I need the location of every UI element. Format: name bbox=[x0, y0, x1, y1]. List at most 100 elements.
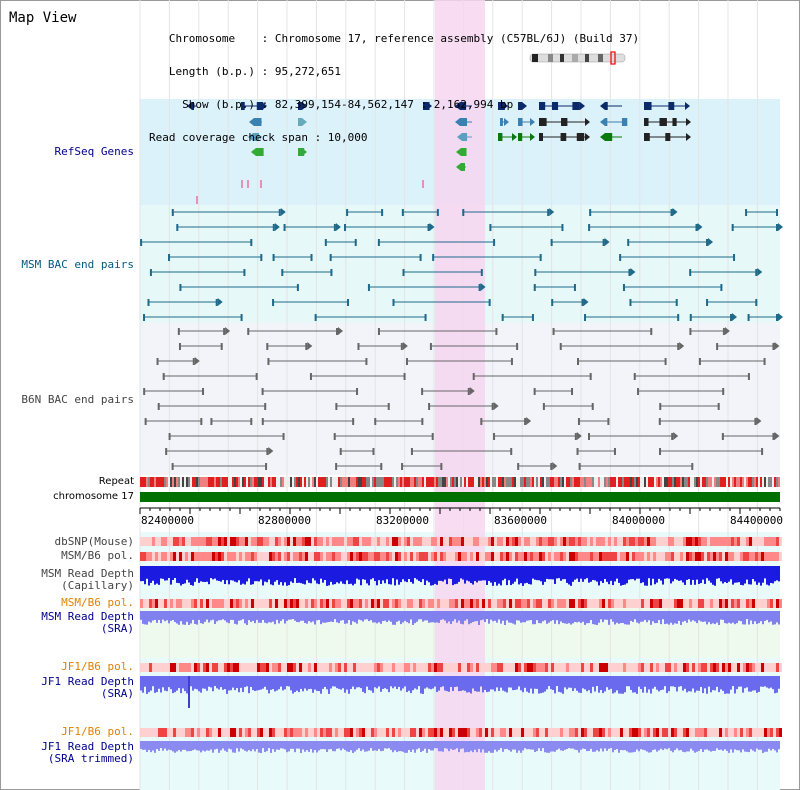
read-depth-bar bbox=[450, 611, 452, 624]
read-depth-bar bbox=[490, 741, 492, 753]
repeat-segment bbox=[310, 477, 312, 487]
repeat-segment bbox=[346, 477, 348, 487]
read-depth-bar bbox=[190, 611, 192, 624]
read-depth-bar bbox=[746, 741, 748, 752]
polymorphism-heat bbox=[152, 728, 155, 737]
track-label-msm-depth-sra[interactable]: MSM Read Depth (SRA) bbox=[41, 611, 134, 635]
b6n-bac-pair-end bbox=[589, 373, 592, 380]
msm-bac-pair-end bbox=[392, 299, 395, 306]
read-depth-bar bbox=[344, 611, 346, 624]
read-depth-bar bbox=[140, 741, 142, 749]
read-depth-bar bbox=[616, 676, 618, 691]
track-label-jf1-depth-trim[interactable]: JF1 Read Depth (SRA trimmed) bbox=[41, 741, 134, 765]
track-label-msm-bac[interactable]: MSM BAC end pairs bbox=[21, 258, 134, 271]
read-depth-bar bbox=[260, 676, 262, 690]
read-depth-bar bbox=[352, 676, 354, 687]
track-label-msm-depth-cap[interactable]: MSM Read Depth (Capillary) bbox=[41, 568, 134, 592]
read-depth-bar bbox=[358, 676, 360, 688]
read-depth-bar bbox=[508, 611, 510, 623]
read-depth-bar bbox=[690, 566, 692, 585]
polymorphism-heat bbox=[617, 599, 620, 608]
read-depth-bar bbox=[532, 741, 534, 750]
track-label-jf1-b6-pol-2[interactable]: JF1/B6 pol. bbox=[61, 725, 134, 738]
read-depth-bar bbox=[690, 611, 692, 622]
read-depth-bar bbox=[552, 741, 554, 752]
track-label-refseq[interactable]: RefSeq Genes bbox=[54, 145, 134, 158]
polymorphism-heat bbox=[620, 537, 623, 546]
polymorphism-heat bbox=[176, 663, 179, 672]
read-depth-bar bbox=[330, 611, 332, 622]
read-depth-bar bbox=[438, 566, 440, 581]
track-label-b6n-bac[interactable]: B6N BAC end pairs bbox=[21, 393, 134, 406]
read-depth-bar bbox=[292, 676, 294, 694]
polymorphism-heat bbox=[641, 537, 644, 546]
polymorphism-heat bbox=[476, 537, 479, 546]
read-depth-bar bbox=[444, 611, 446, 621]
read-depth-bar bbox=[192, 611, 194, 620]
polymorphism-heat bbox=[161, 552, 164, 561]
read-depth-bar bbox=[518, 566, 520, 585]
read-depth-bar bbox=[288, 566, 290, 586]
read-depth-bar bbox=[722, 566, 724, 584]
read-depth-bar bbox=[366, 566, 368, 584]
polymorphism-heat bbox=[617, 728, 620, 737]
repeat-segment bbox=[546, 477, 548, 487]
polymorphism-heat bbox=[557, 663, 560, 672]
read-depth-bar bbox=[692, 741, 694, 751]
repeat-segment bbox=[674, 477, 676, 487]
b6n-bac-pair-end bbox=[517, 463, 520, 470]
polymorphism-heat bbox=[500, 552, 503, 561]
polymorphism-heat bbox=[275, 552, 278, 561]
polymorphism-heat bbox=[629, 599, 632, 608]
polymorphism-heat bbox=[764, 552, 767, 561]
repeat-segment bbox=[316, 477, 318, 487]
track-label-jf1-depth-sra[interactable]: JF1 Read Depth (SRA) bbox=[41, 676, 134, 700]
polymorphism-heat bbox=[323, 663, 326, 672]
read-depth-bar bbox=[736, 676, 738, 690]
read-depth-bar bbox=[632, 741, 634, 753]
repeat-segment bbox=[196, 477, 198, 487]
read-depth-bar bbox=[626, 676, 628, 687]
polymorphism-heat bbox=[257, 537, 260, 546]
polymorphism-heat bbox=[167, 728, 170, 737]
read-depth-bar bbox=[168, 611, 170, 624]
track-label-msm-b6-pol-2[interactable]: MSM/B6 pol. bbox=[61, 596, 134, 609]
read-depth-bar bbox=[228, 611, 230, 624]
read-depth-bar bbox=[226, 611, 228, 623]
msm-bac-pair-end bbox=[677, 314, 680, 321]
read-depth-bar bbox=[536, 676, 538, 689]
read-depth-bar bbox=[616, 611, 618, 623]
repeat-segment bbox=[762, 477, 764, 487]
polymorphism-heat bbox=[185, 537, 188, 546]
read-depth-bar bbox=[556, 676, 558, 687]
repeat-segment bbox=[322, 477, 324, 487]
polymorphism-heat bbox=[779, 537, 782, 546]
track-label-dbsnp[interactable]: dbSNP(Mouse) bbox=[54, 535, 134, 548]
read-depth-bar bbox=[422, 676, 424, 694]
repeat-segment bbox=[698, 477, 700, 487]
read-depth-bar bbox=[152, 611, 154, 621]
read-depth-bar bbox=[566, 676, 568, 690]
b6n-bac-pair-end bbox=[577, 418, 580, 425]
read-depth-bar bbox=[170, 676, 172, 690]
read-depth-bar bbox=[368, 566, 370, 586]
polymorphism-heat bbox=[608, 552, 611, 561]
read-depth-bar bbox=[588, 611, 590, 624]
polymorphism-heat bbox=[347, 599, 350, 608]
polymorphism-heat bbox=[566, 537, 569, 546]
track-label-msm-b6-pol[interactable]: MSM/B6 pol. bbox=[61, 549, 134, 562]
polymorphism-heat bbox=[557, 599, 560, 608]
polymorphism-heat bbox=[197, 537, 200, 546]
msm-bac-pair-end bbox=[670, 209, 673, 216]
read-depth-bar bbox=[494, 566, 496, 583]
read-depth-bar bbox=[370, 611, 372, 621]
polymorphism-heat bbox=[440, 599, 443, 608]
read-depth-bar bbox=[320, 566, 322, 579]
repeat-segment bbox=[630, 477, 632, 487]
polymorphism-heat bbox=[533, 663, 536, 672]
polymorphism-heat bbox=[353, 599, 356, 608]
track-label-jf1-b6-pol[interactable]: JF1/B6 pol. bbox=[61, 660, 134, 673]
msm-bac-pair-end bbox=[427, 224, 430, 231]
polymorphism-heat bbox=[233, 552, 236, 561]
